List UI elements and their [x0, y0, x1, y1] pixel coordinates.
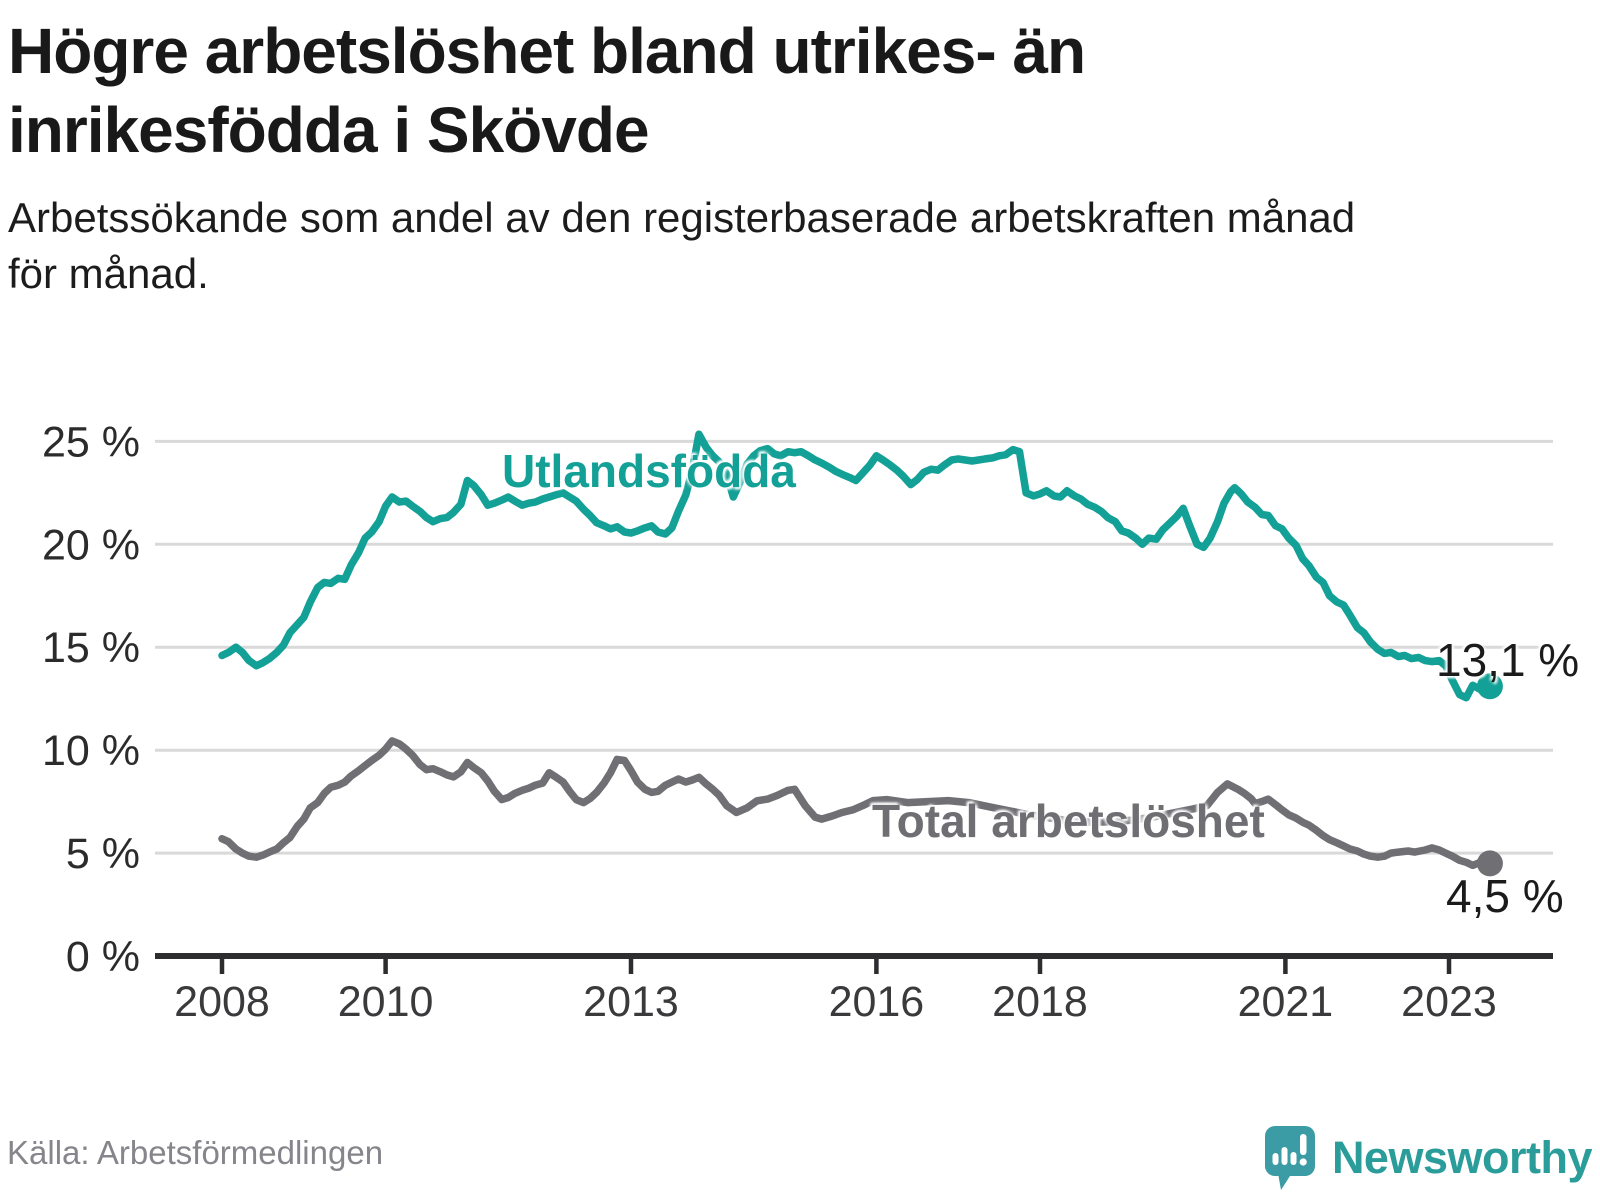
- x-axis-label-2013: 2013: [583, 978, 679, 1026]
- chart-subtitle-line1: Arbetssökande som andel av den registerb…: [8, 194, 1356, 241]
- page-title-line1: Högre arbetslöshet bland utrikes- än: [8, 15, 1086, 87]
- page-title-line2: inrikesfödda i Skövde: [8, 94, 650, 166]
- y-axis-label-10: 10 %: [42, 727, 140, 775]
- x-axis-label-2016: 2016: [829, 978, 925, 1026]
- chart-subtitle-line2: för månad.: [8, 250, 209, 297]
- y-axis-label-15: 15 %: [42, 624, 140, 672]
- series-label-total-arbetsloshet: Total arbetslöshet: [872, 795, 1265, 847]
- source-note: Källa: Arbetsförmedlingen: [7, 1134, 384, 1171]
- newsworthy-logo-icon: [1263, 1124, 1317, 1192]
- x-axis-label-2021: 2021: [1238, 978, 1334, 1026]
- page-title: Högre arbetslöshet bland utrikes- än inr…: [8, 12, 1568, 170]
- x-axis-label-2023: 2023: [1401, 978, 1497, 1026]
- newsworthy-logo-text: Newsworthy: [1331, 1132, 1593, 1183]
- y-axis-label-20: 20 %: [42, 521, 140, 569]
- x-axis-label-2018: 2018: [992, 978, 1088, 1026]
- newsworthy-logo: Newsworthy: [1263, 1124, 1593, 1192]
- series-end-dot-total: [1476, 850, 1503, 877]
- series-line-utlandsfodda: [218, 430, 1494, 702]
- series-end-dot-utlandsfodda: [1476, 673, 1503, 700]
- end-value-label-utlandsfodda: 13,1 %: [1436, 634, 1580, 686]
- series-line-total: [218, 737, 1494, 870]
- y-axis-label-25: 25 %: [42, 418, 140, 466]
- x-axis-label-2008: 2008: [174, 978, 270, 1026]
- chart-subtitle: Arbetssökande som andel av den registerb…: [8, 190, 1588, 302]
- y-axis-label-5: 5 %: [66, 830, 140, 878]
- x-axis-label-2010: 2010: [338, 978, 434, 1026]
- series-label-utlandsfodda: Utlandsfödda: [502, 445, 796, 497]
- y-axis-label-0: 0 %: [66, 933, 140, 981]
- end-value-label-total: 4,5 %: [1446, 870, 1564, 922]
